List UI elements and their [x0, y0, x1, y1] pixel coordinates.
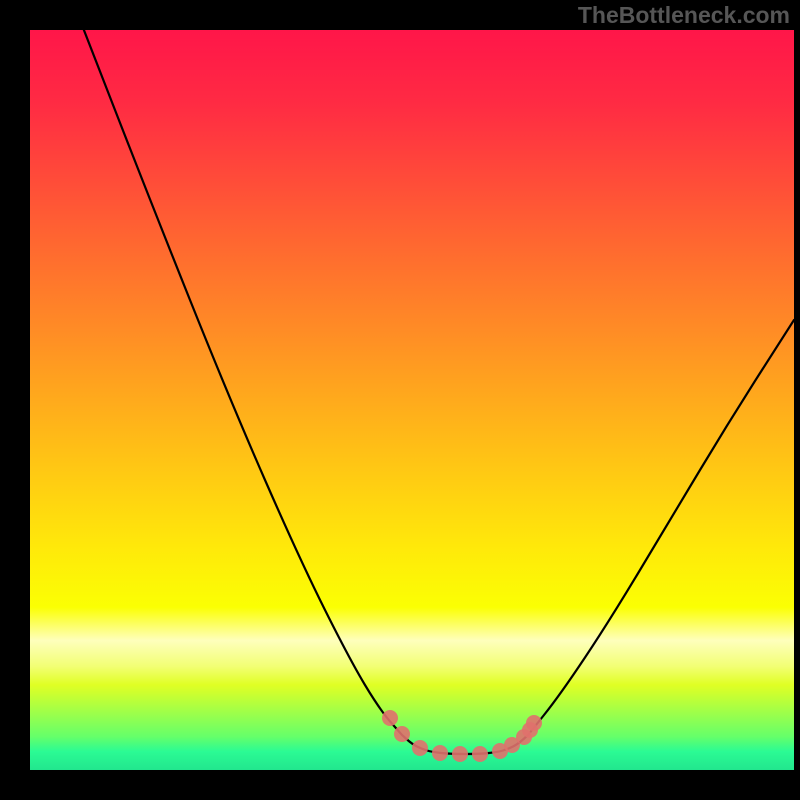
curve-marker [452, 746, 468, 762]
chart-svg [30, 30, 794, 770]
curve-marker [432, 745, 448, 761]
curve-marker [472, 746, 488, 762]
curve-marker [382, 710, 398, 726]
curve-marker [412, 740, 428, 756]
curve-marker [526, 715, 542, 731]
gradient-background [30, 30, 794, 770]
watermark-text: TheBottleneck.com [578, 2, 790, 29]
curve-marker [394, 726, 410, 742]
plot-area [30, 30, 794, 770]
